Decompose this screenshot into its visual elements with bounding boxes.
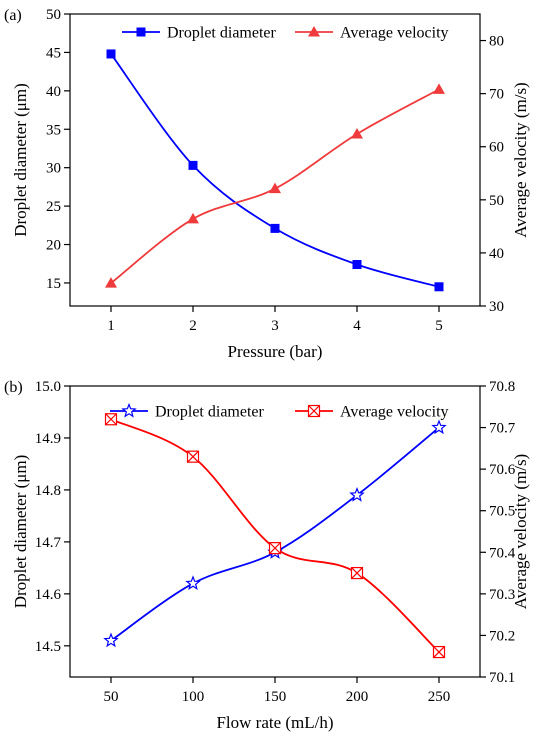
data-point (352, 260, 362, 270)
left-y-tick-label: 15.0 (35, 379, 61, 395)
left-y-tick-label: 20 (46, 238, 61, 254)
x-tick-label: 4 (353, 318, 361, 334)
panel-label: (a) (4, 7, 22, 24)
right-y-tick-label: 70.2 (489, 628, 515, 644)
left-y-tick-label: 30 (46, 161, 61, 177)
plot-frame (69, 13, 481, 307)
x-tick-label: 3 (271, 318, 279, 334)
panel-a-chart: 1 2 3 4 51520253035404550304050607080Pressur… (4, 7, 530, 361)
data-point (185, 575, 201, 591)
data-point (188, 160, 198, 170)
x-tick-label: 1 (107, 318, 115, 334)
right-y-tick-label: 70 (489, 87, 504, 103)
data-point (268, 542, 282, 555)
left-y-axis-label: Droplet diameter (μm) (11, 455, 30, 609)
left-y-tick-label: 50 (46, 7, 61, 23)
right-y-tick-label: 70.3 (489, 587, 515, 603)
legend-label: Droplet diameter (155, 404, 265, 421)
series-line-droplet-diameter (110, 426, 440, 642)
left-y-tick-label: 45 (46, 45, 61, 61)
right-y-tick-label: 70.7 (489, 421, 516, 437)
data-point (105, 277, 117, 288)
data-point (433, 83, 445, 94)
x-axis-label: Flow rate (mL/h) (216, 713, 333, 732)
right-y-tick-label: 70.4 (489, 545, 516, 561)
legend-label: Droplet diameter (167, 25, 277, 42)
right-y-tick-label: 70.1 (489, 670, 515, 686)
x-tick-label: 100 (182, 689, 205, 705)
x-tick-label: 250 (428, 689, 451, 705)
left-y-tick-label: 14.7 (35, 535, 62, 551)
left-y-axis-label: Droplet diameter (μm) (11, 83, 30, 237)
x-axis-label: Pressure (bar) (228, 342, 323, 361)
right-y-tick-label: 30 (489, 299, 504, 315)
right-y-axis-label: Average velocity (m/s) (511, 82, 530, 237)
data-point (186, 450, 200, 463)
left-y-tick-label: 14.5 (35, 639, 61, 655)
data-point (187, 212, 199, 224)
left-y-tick-label: 35 (46, 122, 61, 138)
legend-marker (307, 404, 321, 418)
left-y-tick-label: 14.8 (35, 483, 61, 499)
right-y-tick-label: 40 (489, 246, 504, 262)
x-tick-label: 200 (346, 689, 369, 705)
x-tick-label: 150 (264, 689, 287, 705)
left-y-tick-label: 15 (46, 276, 61, 292)
right-y-tick-label: 50 (489, 193, 504, 209)
right-y-tick-label: 70.8 (489, 379, 515, 395)
data-point (351, 127, 363, 139)
panel-label: (b) (4, 379, 23, 396)
plot-frame (69, 385, 481, 678)
right-y-tick-label: 60 (489, 140, 504, 156)
x-tick-label: 2 (189, 318, 197, 334)
data-point (270, 223, 280, 233)
x-tick-label: 50 (104, 689, 119, 705)
legend-marker (136, 27, 146, 37)
data-point (104, 413, 118, 426)
legend-label: Average velocity (340, 25, 449, 42)
right-y-tick-label: 70.6 (489, 462, 516, 478)
left-y-tick-label: 25 (46, 199, 61, 215)
legend-marker (121, 402, 137, 418)
data-point (103, 632, 119, 648)
data-point (349, 486, 365, 502)
right-y-tick-label: 80 (489, 34, 504, 50)
data-point (432, 645, 446, 659)
data-point (431, 419, 447, 435)
right-y-tick-label: 70.5 (489, 504, 515, 520)
data-point (106, 49, 116, 59)
series-line-average-velocity (110, 418, 440, 653)
legend-marker (308, 26, 320, 37)
data-point (350, 566, 364, 580)
data-point (434, 282, 444, 292)
data-point (269, 182, 281, 194)
legend-label: Average velocity (340, 404, 449, 421)
left-y-tick-label: 40 (46, 84, 61, 100)
left-y-tick-label: 14.6 (35, 587, 62, 603)
left-y-tick-label: 14.9 (35, 431, 61, 447)
x-tick-label: 5 (435, 318, 443, 334)
right-y-axis-label: Average velocity (m/s) (511, 454, 530, 609)
series-line-droplet-diameter (110, 53, 440, 288)
panel-b-chart: 50 100 150 200 250 14.5 14.6 14.7 14.8 14.9 15.0 70… (4, 379, 530, 732)
